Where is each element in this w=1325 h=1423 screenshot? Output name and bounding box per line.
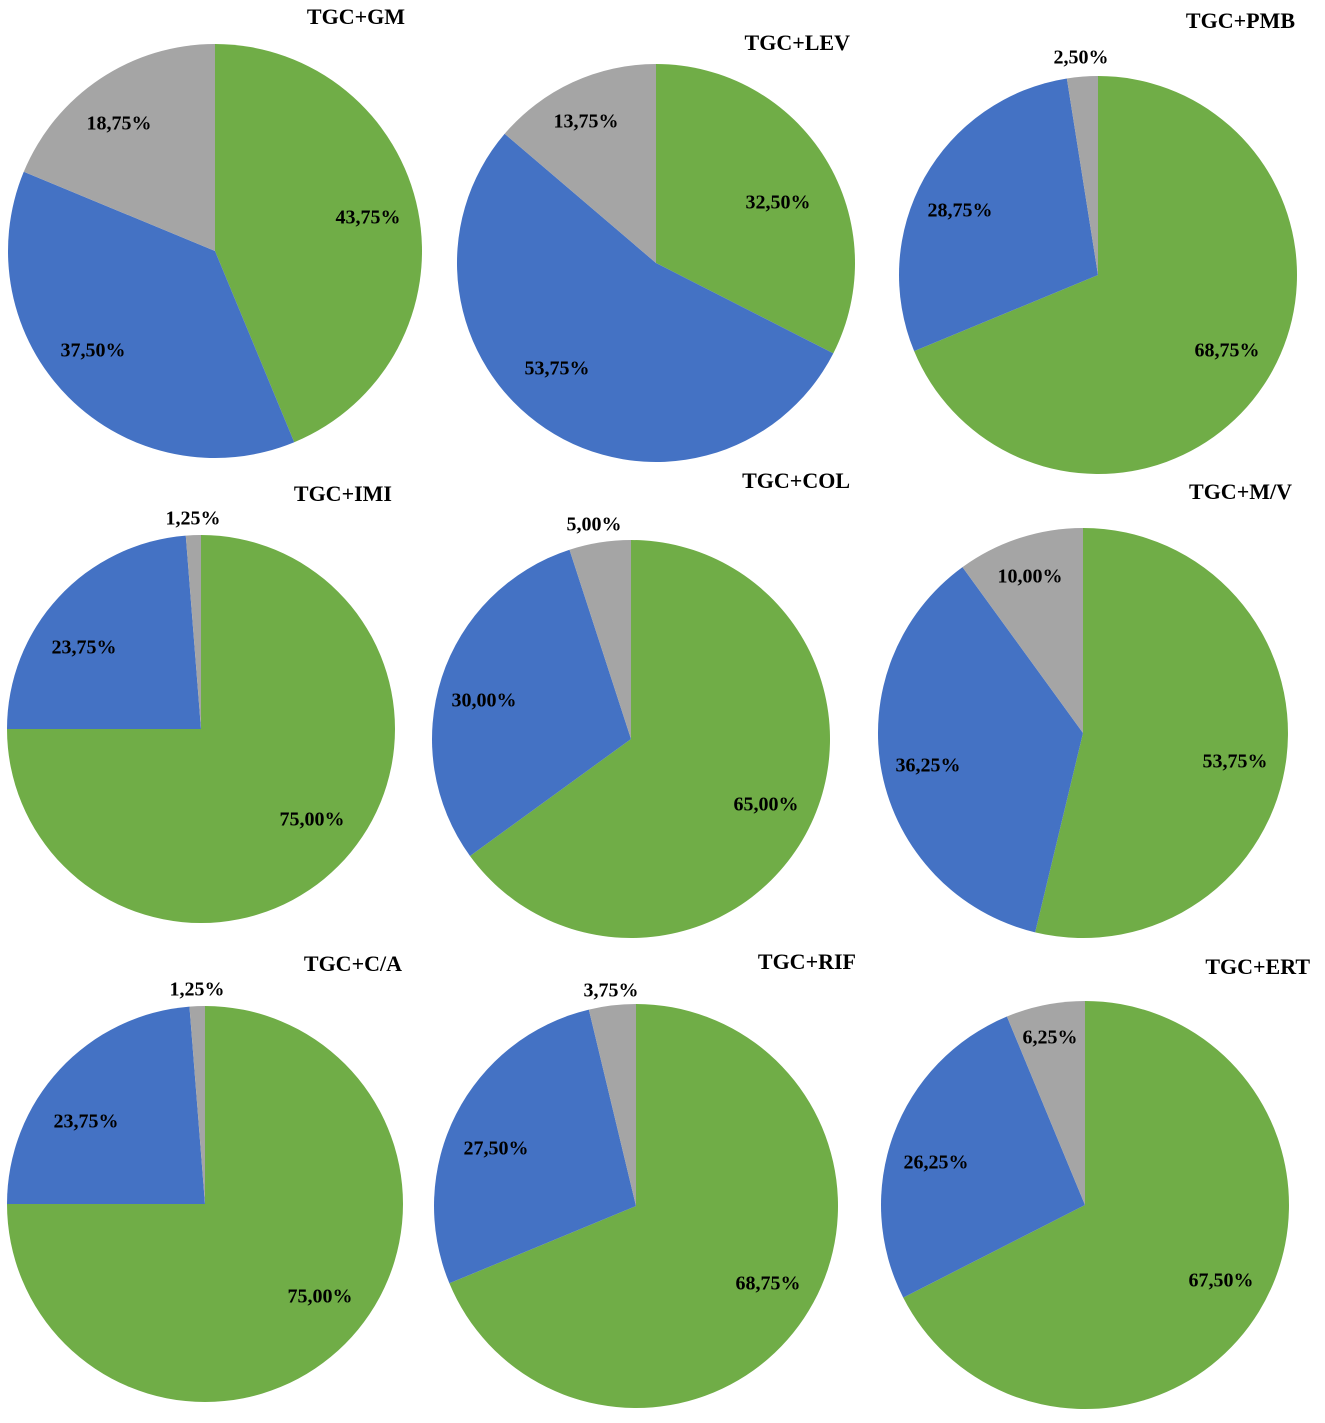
pie-slice-blue bbox=[8, 171, 295, 458]
slice-label: 28,75% bbox=[928, 200, 993, 222]
slice-label: 30,00% bbox=[452, 690, 517, 712]
pie-slice-green bbox=[470, 540, 831, 939]
slice-label: 1,25% bbox=[170, 979, 225, 1001]
pie-slice-green bbox=[656, 64, 855, 354]
chart-title: TGC+IMI bbox=[294, 481, 392, 506]
chart-title: TGC+LEV bbox=[745, 30, 851, 55]
slice-label: 23,75% bbox=[52, 637, 117, 659]
pie-chart: 65,00% 30,00% 5,00% TGC+COL bbox=[432, 468, 850, 939]
slice-label: 37,50% bbox=[61, 340, 126, 362]
pie-chart: 75,00% 23,75% 1,25% TGC+C/A bbox=[7, 951, 403, 1402]
slice-label: 10,00% bbox=[998, 566, 1063, 588]
pie-chart: 75,00% 23,75% 1,25% TGC+IMI bbox=[7, 481, 395, 923]
chart-title: TGC+PMB bbox=[1186, 8, 1295, 33]
slice-label: 75,00% bbox=[288, 1286, 353, 1308]
chart-title: TGC+RIF bbox=[758, 949, 856, 974]
pie-slice-green bbox=[215, 44, 422, 443]
pie-slice-gray bbox=[1006, 1001, 1085, 1205]
slice-label: 13,75% bbox=[554, 111, 619, 133]
slice-label: 32,50% bbox=[746, 192, 811, 214]
pie-slice-green bbox=[449, 1003, 839, 1408]
pie-chart: 68,75% 27,50% 3,75% TGC+RIF bbox=[434, 949, 856, 1408]
slice-label: 43,75% bbox=[336, 207, 401, 229]
pie-chart: 68,75% 28,75% 2,50% TGC+PMB bbox=[899, 8, 1298, 475]
slice-label: 6,25% bbox=[1023, 1027, 1078, 1049]
slice-label: 2,50% bbox=[1054, 47, 1109, 69]
pie-slice-blue bbox=[7, 1006, 205, 1204]
pie-slice-blue bbox=[899, 78, 1098, 352]
slice-label: 68,75% bbox=[736, 1273, 801, 1295]
pie-slice-green bbox=[1035, 528, 1288, 938]
pie-chart: 43,75% 37,50% 18,75% TGC+GM bbox=[8, 4, 422, 458]
pie-slice-blue bbox=[880, 1016, 1085, 1298]
slice-label: 53,75% bbox=[525, 358, 590, 380]
slice-label: 68,75% bbox=[1195, 340, 1260, 362]
pie-chart: 67,50% 26,25% 6,25% TGC+ERT bbox=[880, 954, 1310, 1409]
slice-label: 1,25% bbox=[166, 508, 221, 530]
pie-chart: 53,75% 36,25% 10,00% TGC+M/V bbox=[877, 479, 1292, 938]
pie-slice-gray bbox=[569, 540, 631, 739]
slice-label: 3,75% bbox=[584, 980, 639, 1002]
chart-title: TGC+GM bbox=[307, 4, 405, 29]
pie-slice-gray bbox=[588, 1003, 636, 1206]
chart-title: TGC+C/A bbox=[304, 951, 402, 976]
pie-slice-gray bbox=[189, 1006, 205, 1204]
pie-slice-gray bbox=[504, 64, 656, 263]
pie-slice-gray bbox=[185, 535, 201, 729]
slice-label: 5,00% bbox=[567, 514, 622, 536]
pie-slice-green bbox=[914, 76, 1298, 475]
pie-slice-gray bbox=[962, 528, 1083, 733]
pie-slice-blue bbox=[456, 133, 834, 463]
slice-label: 65,00% bbox=[734, 794, 799, 816]
chart-title: TGC+COL bbox=[742, 468, 850, 493]
slice-label: 18,75% bbox=[87, 113, 152, 135]
pie-slice-blue bbox=[432, 549, 631, 856]
pie-slice-blue bbox=[434, 1009, 636, 1284]
slice-label: 36,25% bbox=[896, 755, 961, 777]
chart-title: TGC+M/V bbox=[1189, 479, 1292, 504]
pie-slice-gray bbox=[23, 44, 216, 251]
slice-label: 67,50% bbox=[1189, 1270, 1254, 1292]
chart-title: TGC+ERT bbox=[1205, 954, 1310, 979]
slice-label: 75,00% bbox=[280, 809, 345, 831]
pie-slice-blue bbox=[7, 535, 201, 729]
slice-label: 26,25% bbox=[904, 1152, 969, 1174]
pie-slice-blue bbox=[877, 567, 1083, 933]
pie-slice-gray bbox=[1066, 76, 1098, 275]
slice-label: 23,75% bbox=[54, 1111, 119, 1133]
slice-label: 53,75% bbox=[1203, 751, 1268, 773]
pie-chart: 32,50% 53,75% 13,75% TGC+LEV bbox=[456, 30, 855, 463]
slice-label: 27,50% bbox=[464, 1138, 529, 1160]
pie-slice-green bbox=[903, 1001, 1289, 1409]
